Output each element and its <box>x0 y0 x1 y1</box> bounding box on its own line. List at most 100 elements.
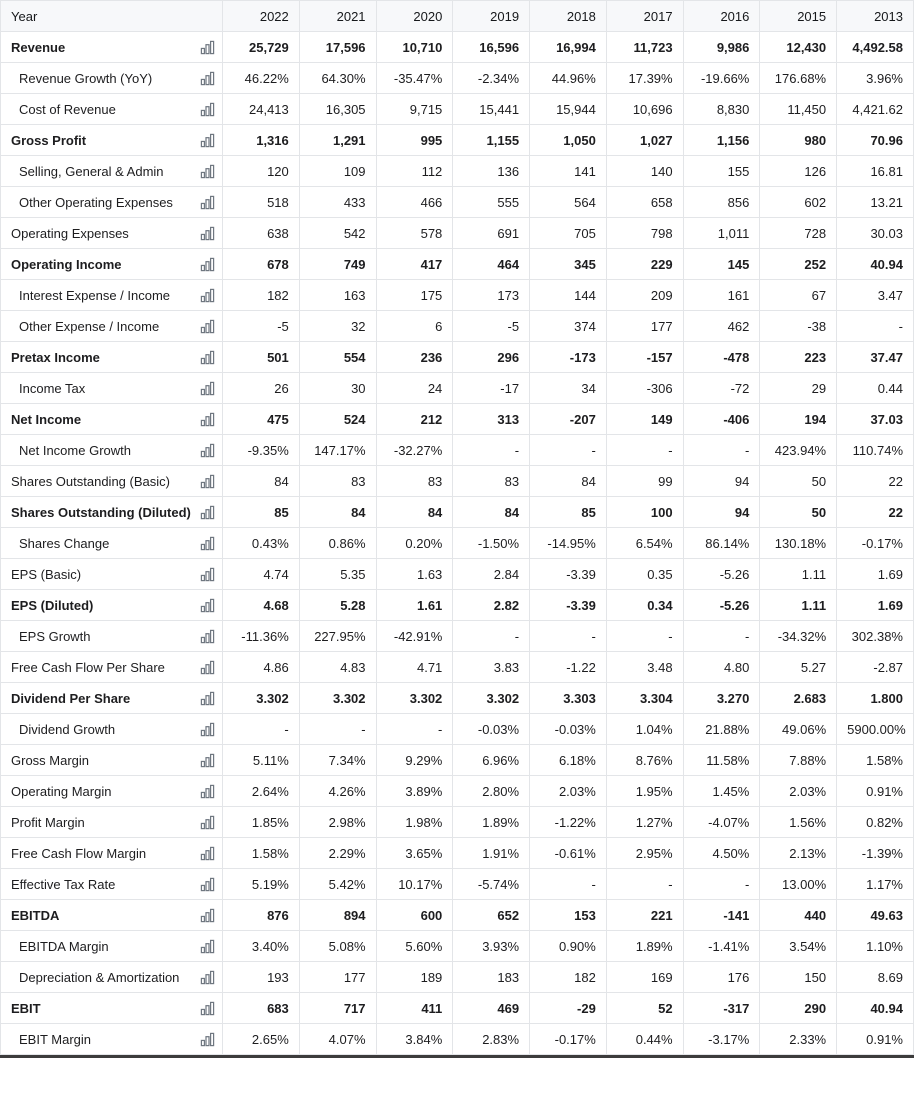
bar-chart-icon[interactable] <box>199 256 216 273</box>
bar-chart-icon[interactable] <box>199 225 216 242</box>
bar-chart-icon[interactable] <box>199 318 216 335</box>
bar-chart-icon[interactable] <box>199 1000 216 1017</box>
value-cell: 2.83% <box>452 1023 531 1055</box>
bar-chart-icon[interactable] <box>199 752 216 769</box>
bar-chart-icon[interactable] <box>199 969 216 986</box>
value-cell: 6 <box>375 310 454 342</box>
table-row: Shares Outstanding (Diluted) 85 84 84 84 85 10… <box>0 496 914 528</box>
bar-chart-icon[interactable] <box>199 845 216 862</box>
table-row: Other Operating Expenses 518 433 466 555 564 6… <box>0 186 914 218</box>
bar-chart-icon[interactable] <box>199 473 216 490</box>
row-label: Cost of Revenue <box>19 101 116 117</box>
value-cell: 183 <box>452 961 531 993</box>
row-label: Net Income <box>11 411 82 427</box>
row-label-cell: Dividend Growth <box>0 713 223 745</box>
bar-chart-icon[interactable] <box>199 597 216 614</box>
value-cell: 136 <box>452 155 531 187</box>
bar-chart-icon[interactable] <box>199 659 216 676</box>
bar-chart-icon[interactable] <box>199 690 216 707</box>
bar-chart-icon[interactable] <box>199 349 216 366</box>
value-cell: 3.304 <box>605 682 684 714</box>
value-cell: 176 <box>682 961 761 993</box>
bar-chart-icon[interactable] <box>199 163 216 180</box>
bar-chart-icon[interactable] <box>199 194 216 211</box>
row-label-cell: Operating Expenses <box>0 217 223 249</box>
row-label-cell: Other Operating Expenses <box>0 186 223 218</box>
bar-chart-icon[interactable] <box>199 132 216 149</box>
value-cell: 13.00% <box>759 868 838 900</box>
value-cell: 3.48 <box>605 651 684 683</box>
row-label: EPS (Diluted) <box>11 597 94 613</box>
bar-chart-icon[interactable] <box>199 814 216 831</box>
value-cell: 2.29% <box>298 837 377 869</box>
value-cell: 6.54% <box>605 527 684 559</box>
bar-chart-icon[interactable] <box>199 380 216 397</box>
bar-chart-icon[interactable] <box>199 70 216 87</box>
value-cell: -1.50% <box>452 527 531 559</box>
bar-chart-icon[interactable] <box>199 628 216 645</box>
table-row: Pretax Income 501 554 236 296 -173 -157 -478 223… <box>0 341 914 373</box>
value-cell: 464 <box>452 248 531 280</box>
value-cell: 2.64% <box>222 775 300 807</box>
value-cell: 24 <box>375 372 454 404</box>
value-cell: 16,305 <box>298 93 377 125</box>
value-cell: -42.91% <box>375 620 454 652</box>
value-cell: 176.68% <box>759 62 838 94</box>
bar-chart-icon[interactable] <box>199 411 216 428</box>
bar-chart-icon[interactable] <box>199 287 216 304</box>
bar-chart-icon[interactable] <box>199 535 216 552</box>
row-label-cell: Free Cash Flow Per Share <box>0 651 223 683</box>
value-cell: 1.45% <box>682 775 761 807</box>
value-cell: 2.03% <box>759 775 838 807</box>
value-cell: 2.95% <box>605 837 684 869</box>
bar-chart-icon[interactable] <box>199 39 216 56</box>
value-cell: -157 <box>605 341 684 373</box>
value-cell: 37.03 <box>836 403 914 435</box>
value-cell: -35.47% <box>375 62 454 94</box>
value-cell: 15,441 <box>452 93 531 125</box>
bar-chart-icon[interactable] <box>199 504 216 521</box>
row-label-cell: Pretax Income <box>0 341 223 373</box>
value-cell: 16.81 <box>836 155 914 187</box>
value-cell: 84 <box>452 496 531 528</box>
value-cell: 0.34 <box>605 589 684 621</box>
financials-table: Year 2022 2021 2020 2019 2018 2017 2016 2015 201… <box>0 0 914 1055</box>
value-cell: 524 <box>298 403 377 435</box>
value-cell: 49.63 <box>836 899 914 931</box>
bar-chart-icon[interactable] <box>199 721 216 738</box>
value-cell: 423.94% <box>759 434 838 466</box>
row-label-cell: Effective Tax Rate <box>0 868 223 900</box>
value-cell: -72 <box>682 372 761 404</box>
value-cell: 1.04% <box>605 713 684 745</box>
value-cell: 1,050 <box>529 124 607 156</box>
row-label: EBIT <box>11 1000 41 1016</box>
value-cell: -0.17% <box>836 527 914 559</box>
value-cell: 0.91% <box>836 1023 914 1055</box>
value-cell: 223 <box>759 341 838 373</box>
value-cell: - <box>529 620 607 652</box>
value-cell: -1.39% <box>836 837 914 869</box>
bar-chart-icon[interactable] <box>199 1031 216 1048</box>
value-cell: 236 <box>375 341 454 373</box>
bar-chart-icon[interactable] <box>199 907 216 924</box>
bar-chart-icon[interactable] <box>199 876 216 893</box>
value-cell: 149 <box>605 403 684 435</box>
value-cell: 212 <box>375 403 454 435</box>
row-label: Revenue <box>11 39 66 55</box>
bar-chart-icon[interactable] <box>199 938 216 955</box>
value-cell: 177 <box>605 310 684 342</box>
row-label: Revenue Growth (YoY) <box>19 70 153 86</box>
bar-chart-icon[interactable] <box>199 101 216 118</box>
row-label: Gross Profit <box>11 132 87 148</box>
value-cell: 16,596 <box>452 31 531 63</box>
bar-chart-icon[interactable] <box>199 442 216 459</box>
bar-chart-icon[interactable] <box>199 783 216 800</box>
table-row: Shares Outstanding (Basic) 84 83 83 83 84 99 94… <box>0 465 914 497</box>
value-cell: 26 <box>222 372 300 404</box>
value-cell: 6.96% <box>452 744 531 776</box>
value-cell: 3.302 <box>375 682 454 714</box>
bar-chart-icon[interactable] <box>199 566 216 583</box>
value-cell: -1.41% <box>682 930 761 962</box>
value-cell: 3.302 <box>298 682 377 714</box>
value-cell: 554 <box>298 341 377 373</box>
